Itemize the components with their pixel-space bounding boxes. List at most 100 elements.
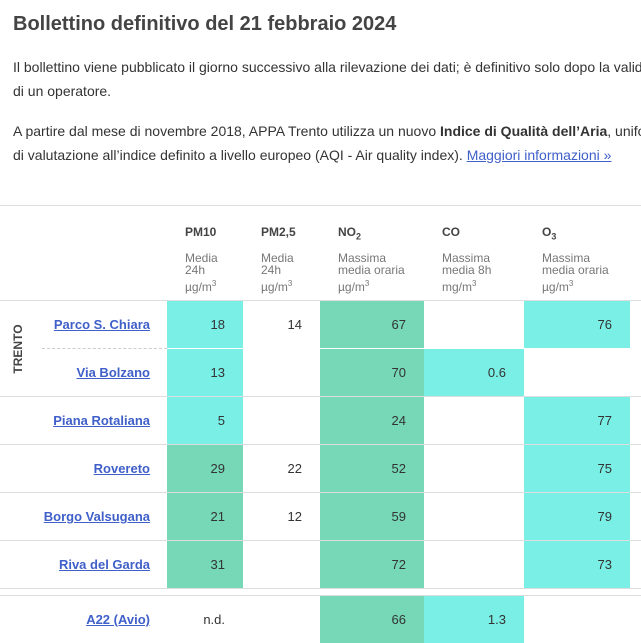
value-cell: 12 [243, 493, 320, 540]
value: 14 [287, 317, 302, 332]
row-border [0, 444, 641, 445]
station-cell: Parco S. Chiara [0, 317, 150, 332]
column-unit: µg/m3 [542, 278, 573, 293]
column-unit: mg/m3 [442, 278, 476, 293]
value-cell: 0.6 [424, 349, 524, 396]
column-description: Massima media 8h [442, 251, 492, 277]
value: 18 [210, 317, 225, 332]
text: A partire dal mese di novembre 2018, APP… [13, 123, 440, 139]
unit: µg/m [542, 280, 569, 294]
value: 76 [597, 317, 612, 332]
station-cell: Riva del Garda [0, 557, 150, 572]
name: O [542, 225, 552, 239]
column-description: Media 24h [261, 251, 294, 277]
value: 59 [391, 509, 406, 524]
value-cell: 21 [167, 493, 243, 540]
value-cell: 5 [167, 397, 243, 444]
value-cell: 18 [167, 301, 243, 348]
value-cell: n.d. [167, 596, 243, 643]
station-cell: A22 (Avio) [0, 612, 150, 627]
value-cell [424, 301, 524, 348]
value-cell [243, 541, 320, 588]
column-unit: µg/m3 [261, 278, 292, 293]
station-link[interactable]: Riva del Garda [58, 557, 150, 572]
intro-line: Il bollettino viene pubblicato il giorno… [13, 59, 641, 75]
unit: µg/m [338, 280, 365, 294]
separator [0, 588, 641, 589]
value-cell: 72 [320, 541, 424, 588]
unit-sup: 3 [287, 279, 293, 288]
station-link[interactable]: Via Bolzano [76, 365, 150, 380]
value: 79 [597, 509, 612, 524]
station-link[interactable]: Parco S. Chiara [53, 317, 150, 332]
row-border [0, 492, 641, 493]
station-link[interactable]: Borgo Valsugana [43, 509, 150, 524]
value: 72 [391, 557, 406, 572]
value: 21 [210, 509, 225, 524]
text: , uniform [607, 123, 641, 139]
value-cell: 75 [524, 445, 630, 492]
value: 12 [287, 509, 302, 524]
value-cell: 31 [167, 541, 243, 588]
station-cell: Borgo Valsugana [0, 509, 150, 524]
unit-sup: 3 [472, 279, 477, 288]
value-cell: 59 [320, 493, 424, 540]
column-unit: µg/m3 [185, 278, 216, 293]
row-border [0, 540, 641, 541]
page: Bollettino definitivo del 21 febbraio 20… [0, 13, 641, 643]
value-cell: 52 [320, 445, 424, 492]
unit: mg/m [442, 280, 472, 294]
section-label: TRENTO [11, 324, 25, 374]
column-name: PM2,5 [261, 225, 296, 239]
column-name: NO2 [338, 225, 361, 241]
station-cell: Piana Rotaliana [0, 413, 150, 428]
column-description: Media 24h [185, 251, 218, 277]
value-cell [424, 493, 524, 540]
page-title: Bollettino definitivo del 21 febbraio 20… [13, 13, 397, 35]
name: NO [338, 225, 356, 239]
value: 13 [210, 365, 225, 380]
table-border [0, 205, 641, 206]
name-sub: 2 [356, 231, 362, 242]
column-description: Massima media oraria [338, 251, 405, 277]
method-line: di valutazione all’indice definito a liv… [13, 147, 611, 163]
value-cell: 79 [524, 493, 630, 540]
unit: µg/m [261, 280, 288, 294]
value-cell: 70 [320, 349, 424, 396]
value: 77 [597, 413, 612, 428]
row-border [0, 396, 641, 397]
value-cell [424, 445, 524, 492]
name: PM10 [185, 225, 217, 239]
value: 67 [391, 317, 406, 332]
row-border [0, 300, 641, 301]
value-cell [424, 541, 524, 588]
name-sub: 3 [551, 231, 557, 242]
column-name: PM10 [185, 225, 216, 239]
value-cell [424, 397, 524, 444]
value-cell: 14 [243, 301, 320, 348]
value-cell: 13 [167, 349, 243, 396]
value-cell [524, 349, 630, 396]
value: 24 [391, 413, 406, 428]
value: n.d. [203, 612, 225, 627]
info-link[interactable]: Maggiori informazioni » [466, 147, 612, 163]
unit-sup: 3 [364, 279, 370, 288]
value: 52 [391, 461, 406, 476]
value-cell [243, 397, 320, 444]
value-cell [243, 596, 320, 643]
intro-line: di un operatore. [13, 83, 112, 99]
unit-sup: 3 [211, 279, 217, 288]
value-cell [524, 596, 630, 643]
value: 31 [210, 557, 225, 572]
name: CO [442, 225, 460, 239]
value: 75 [597, 461, 612, 476]
value: 5 [217, 413, 225, 428]
value-cell: 24 [320, 397, 424, 444]
value-cell: 22 [243, 445, 320, 492]
station-link[interactable]: Rovereto [93, 461, 150, 476]
station-link[interactable]: Piana Rotaliana [53, 413, 150, 428]
station-link[interactable]: A22 (Avio) [86, 612, 150, 627]
value-cell: 73 [524, 541, 630, 588]
station-cell: Via Bolzano [0, 365, 150, 380]
column-name: O3 [542, 225, 556, 241]
